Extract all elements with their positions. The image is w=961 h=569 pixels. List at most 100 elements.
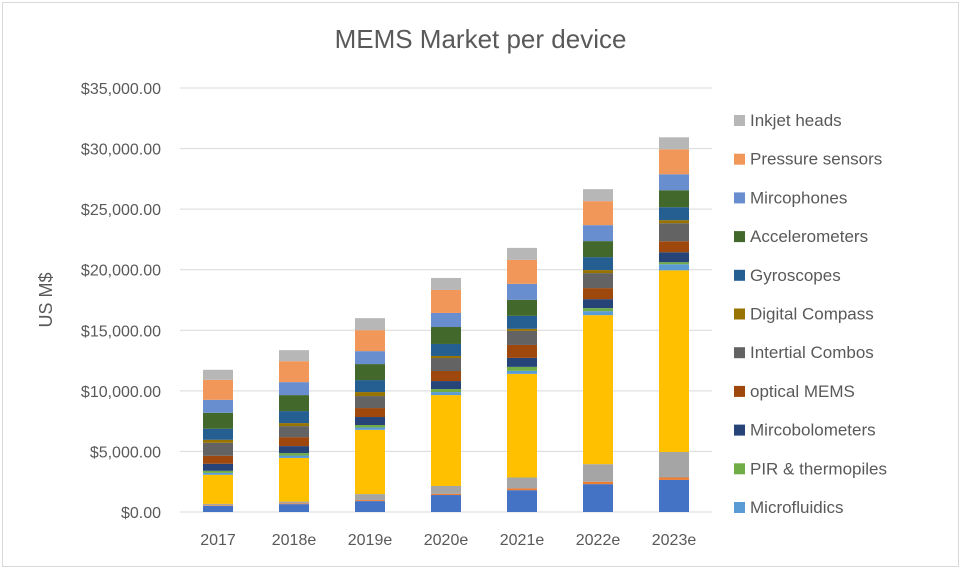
y-tick-label: $5,000.00 (90, 444, 161, 461)
bar-segment-pressure-sensors-2019e (355, 330, 385, 352)
bar-stack-2022e (583, 189, 613, 512)
bar-segment-unlabeled-2023e (659, 477, 689, 480)
bar-segment-inkjet-heads-2017 (203, 369, 233, 380)
legend-label: Pressure sensors (750, 150, 882, 169)
bar-segment-pir-thermopiles-2021e (507, 366, 537, 371)
bar-segment-mircobolometers-2022e (583, 299, 613, 309)
bar-segment-pir-thermopiles-2020e (431, 389, 461, 393)
legend-label: Inkjet heads (750, 111, 842, 130)
bar-segment-gyroscopes-2023e (659, 207, 689, 221)
bar-stack-2017 (203, 369, 233, 512)
bar-segment-accelerometers-2018e (279, 395, 309, 412)
bar-segment-optical-mems-2021e (507, 344, 537, 358)
bar-segment-unlabeled-2023e (659, 479, 689, 512)
bar-segment-unlabeled-2019e (355, 501, 385, 512)
bar-segment-gyroscopes-2020e (431, 343, 461, 356)
bar-segment-microfluidics-2017 (203, 472, 233, 475)
legend-item: Digital Compass (734, 305, 874, 324)
bar-segment-microfluidics-2020e (431, 392, 461, 396)
bar-segment-unlabeled-2021e (507, 477, 537, 489)
bar-segment-intertial-combos-2023e (659, 223, 689, 242)
bar-segment-unlabeled-2022e (583, 464, 613, 482)
bar-segment-mircobolometers-2019e (355, 417, 385, 426)
x-tick-label: 2020e (424, 532, 469, 549)
bar-segment-intertial-combos-2019e (355, 396, 385, 409)
bar-segment-pir-thermopiles-2018e (279, 453, 309, 456)
bar-segment-digital-compass-2022e (583, 270, 613, 274)
bar-segment-optical-mems-2019e (355, 408, 385, 418)
legend-swatch (734, 231, 745, 243)
legend-label: Mircophones (750, 188, 847, 207)
bars (203, 137, 689, 512)
bar-segment-mircophones-2022e (583, 225, 613, 242)
legend-swatch (734, 115, 745, 126)
bar-segment-mircophones-2020e (431, 312, 461, 328)
bar-segment-unlabeled-2018e (279, 504, 309, 512)
bar-segment-pressure-sensors-2023e (659, 149, 689, 175)
legend-item: Pressure sensors (734, 150, 882, 169)
bar-segment-pressure-sensors-2017 (203, 379, 233, 400)
bar-segment-intertial-combos-2018e (279, 426, 309, 438)
bar-segment-unlabeled-2019e (355, 500, 385, 502)
bar-segment-unlabeled-2021e (507, 488, 537, 491)
bar-segment-microfluidics-2023e (659, 264, 689, 271)
legend-swatch (734, 269, 745, 281)
bar-stack-2020e (431, 277, 461, 512)
y-tick-label: $15,000.00 (81, 323, 161, 340)
bar-segment-accelerometers-2022e (583, 241, 613, 258)
bar-segment-accelerometers-2020e (431, 327, 461, 344)
bar-segment-unlabeled-2017 (203, 505, 233, 512)
legend-item: Gyroscopes (734, 266, 841, 285)
bar-segment-mircobolometers-2023e (659, 252, 689, 263)
legend-item: Inkjet heads (734, 111, 842, 130)
bar-segment-digital-compass-2017 (203, 439, 233, 443)
bar-segment-digital-compass-2020e (431, 355, 461, 359)
bar-segment-optical-mems-2020e (431, 370, 461, 382)
bar-segment-digital-compass-2019e (355, 392, 385, 397)
legend-label: Microfluidics (750, 498, 844, 517)
x-tick-label: 2018e (272, 532, 317, 549)
bar-segment-unlabeled-2018e (279, 501, 309, 504)
x-tick-label: 2023e (652, 532, 697, 549)
bar-segment-unlabeled-2022e (583, 481, 613, 485)
bar-segment-mircobolometers-2020e (431, 381, 461, 390)
bar-segment-gyroscopes-2021e (507, 315, 537, 329)
legend-swatch (734, 347, 745, 359)
bar-segment-unlabeled-2019e (355, 429, 385, 495)
legend-swatch (734, 308, 745, 320)
bar-segment-pressure-sensors-2021e (507, 259, 537, 284)
bar-segment-inkjet-heads-2018e (279, 350, 309, 362)
bar-stack-2018e (279, 350, 309, 512)
y-tick-label: $35,000.00 (81, 81, 161, 98)
bar-segment-accelerometers-2017 (203, 412, 233, 429)
bar-segment-pir-thermopiles-2022e (583, 308, 613, 312)
bar-segment-unlabeled-2023e (659, 452, 689, 478)
bar-segment-mircobolometers-2021e (507, 357, 537, 367)
x-tick-label: 2019e (348, 532, 393, 549)
legend-label: Accelerometers (750, 227, 868, 246)
bar-segment-mircophones-2019e (355, 351, 385, 365)
legend-item: Intertial Combos (734, 343, 874, 362)
bar-segment-inkjet-heads-2020e (431, 277, 461, 290)
bar-segment-unlabeled-2019e (355, 494, 385, 501)
legend-swatch (734, 502, 745, 513)
bar-segment-unlabeled-2022e (583, 315, 613, 465)
bar-segment-inkjet-heads-2021e (507, 247, 537, 260)
bar-segment-unlabeled-2018e (279, 503, 309, 505)
bar-segment-intertial-combos-2022e (583, 273, 613, 289)
legend-swatch (734, 463, 745, 475)
y-tick-label: $25,000.00 (81, 202, 161, 219)
bar-segment-intertial-combos-2021e (507, 330, 537, 345)
y-tick-label: $10,000.00 (81, 384, 161, 401)
bar-segment-unlabeled-2023e (659, 270, 689, 453)
legend-item: Accelerometers (734, 227, 868, 246)
bar-segment-mircobolometers-2018e (279, 446, 309, 454)
bar-segment-gyroscopes-2017 (203, 428, 233, 440)
bar-segment-gyroscopes-2018e (279, 411, 309, 424)
bar-segment-gyroscopes-2019e (355, 380, 385, 393)
bar-segment-accelerometers-2019e (355, 364, 385, 381)
legend-label: Gyroscopes (750, 266, 841, 285)
bar-segment-digital-compass-2021e (507, 328, 537, 331)
bar-segment-inkjet-heads-2022e (583, 189, 613, 202)
legend-item: PIR & thermopiles (734, 459, 887, 478)
